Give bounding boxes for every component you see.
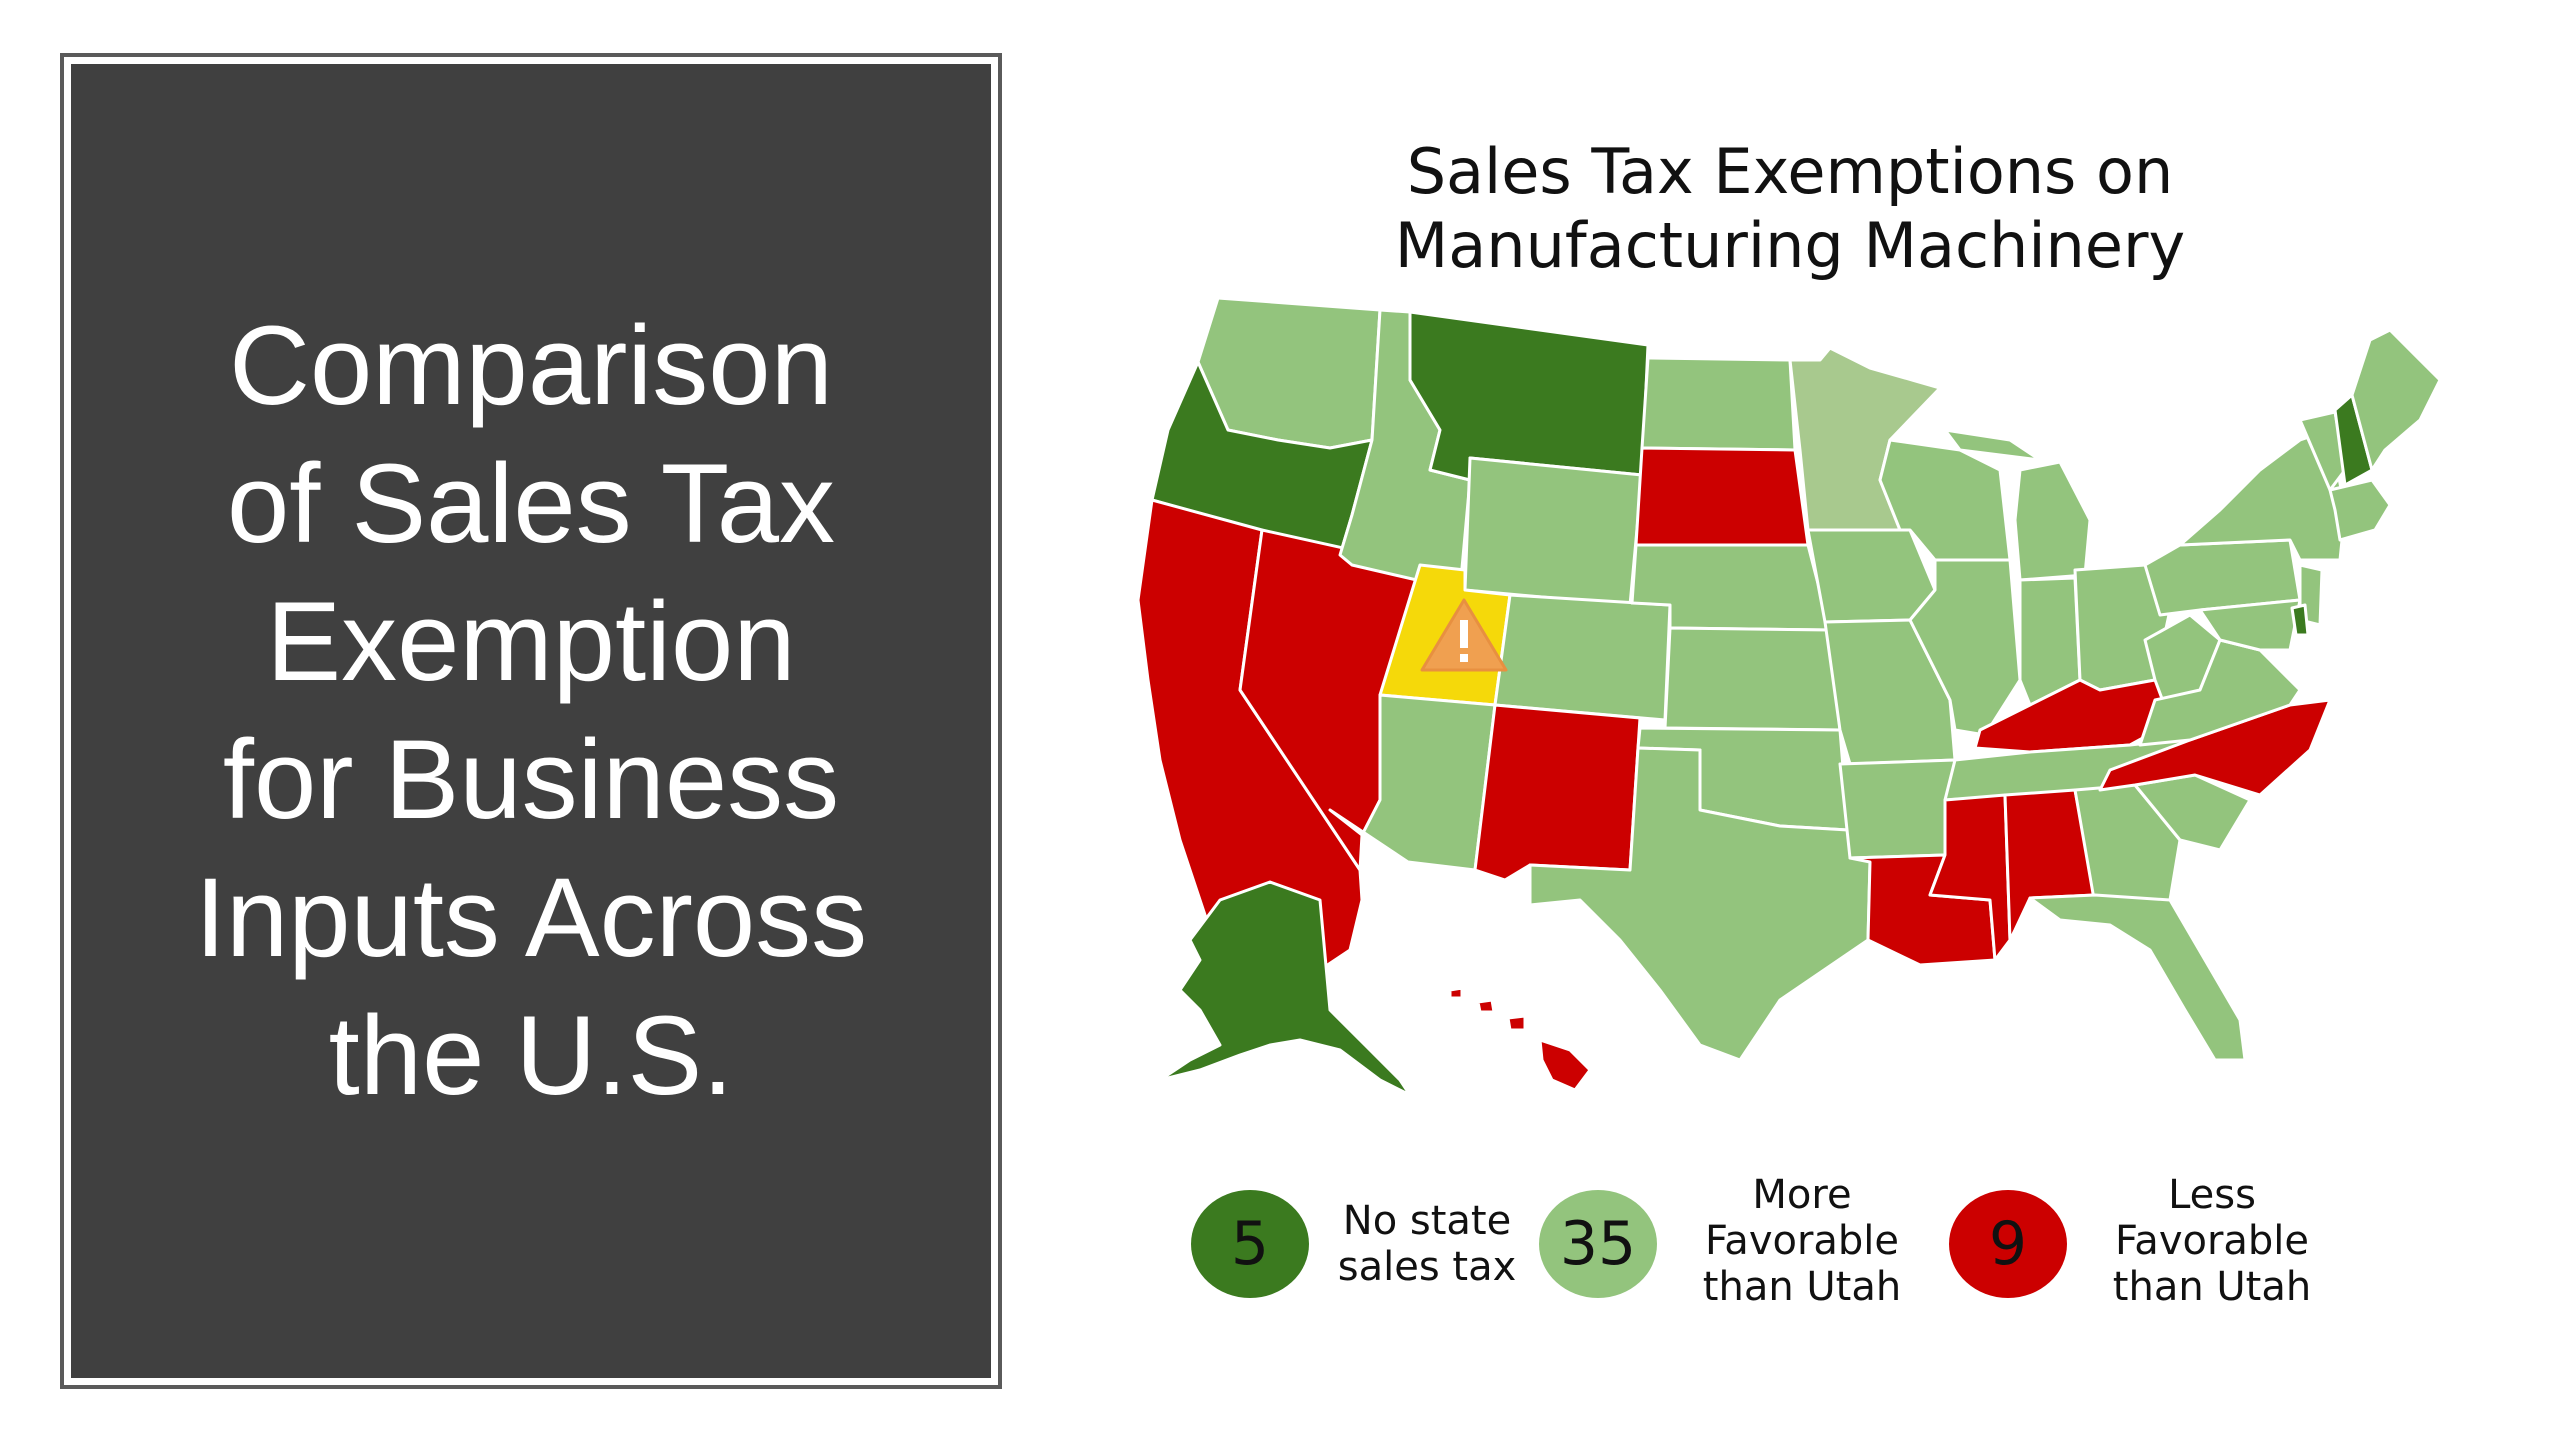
state-delaware <box>2290 603 2310 637</box>
warning-triangle-icon <box>1420 598 1508 672</box>
legend-count-circle: 9 <box>1949 1190 2067 1298</box>
map-title: Sales Tax Exemptions on Manufacturing Ma… <box>1180 135 2400 283</box>
legend-count-circle: 5 <box>1191 1190 1309 1298</box>
title-panel: Comparison of Sales Tax Exemption for Bu… <box>60 53 1002 1389</box>
state-north-dakota <box>1640 356 1797 452</box>
state-montana <box>1408 310 1650 482</box>
map-title-line-2: Manufacturing Machinery <box>1394 209 2186 282</box>
state-maine <box>2350 328 2442 472</box>
title-panel-background: Comparison of Sales Tax Exemption for Bu… <box>71 64 991 1378</box>
state-illinois <box>1908 558 2022 737</box>
state-iowa <box>1806 528 1937 624</box>
state-new-mexico <box>1473 703 1642 882</box>
state-texas <box>1528 746 1872 1062</box>
state-arkansas <box>1838 758 1957 860</box>
map-title-line-1: Sales Tax Exemptions on <box>1406 135 2174 208</box>
legend-label: Less Favorable than Utah <box>2112 1172 2312 1310</box>
state-maryland <box>2198 598 2302 652</box>
slide-title: Comparison of Sales Tax Exemption for Bu… <box>194 303 868 1118</box>
state-south-dakota <box>1634 446 1810 547</box>
state-florida <box>2028 893 2247 1062</box>
state-virginia <box>2138 638 2302 747</box>
legend-label: No state sales tax <box>1337 1198 1517 1290</box>
state-hawaii <box>1448 986 1592 1092</box>
state-kansas <box>1663 626 1842 732</box>
state-alaska <box>1158 880 1412 1097</box>
state-wyoming <box>1463 456 1644 607</box>
legend-label: More Favorable than Utah <box>1702 1172 1902 1310</box>
legend-count-circle: 35 <box>1539 1190 1657 1298</box>
state-colorado <box>1493 593 1672 722</box>
state-new-england-south <box>2328 478 2392 542</box>
